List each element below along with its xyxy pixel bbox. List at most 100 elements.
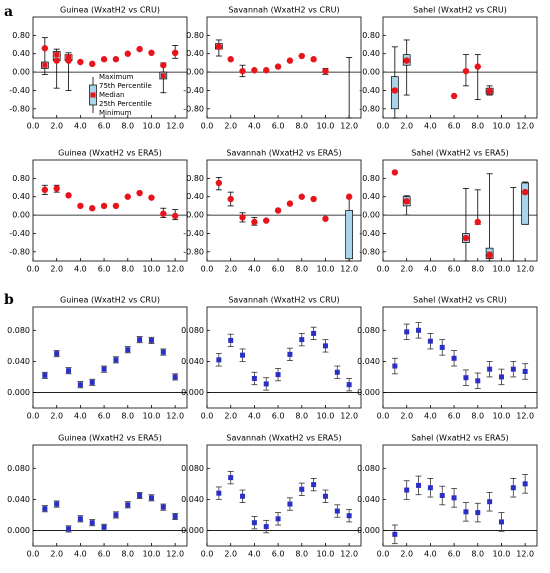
point — [416, 482, 422, 488]
point — [215, 43, 223, 51]
y-tick-label: 0.040 — [7, 495, 30, 504]
point — [100, 56, 108, 63]
point — [228, 337, 234, 343]
y-tick-label: -0.40 — [9, 86, 30, 95]
point — [136, 45, 143, 53]
point — [66, 526, 72, 532]
x-tick-label: 12.0 — [516, 265, 534, 274]
point — [463, 509, 469, 515]
y-tick-label: 0.080 — [7, 326, 30, 335]
y-tick-label: 0.000 — [7, 388, 30, 397]
plot-frame — [206, 306, 362, 409]
x-tick-label: 6.0 — [272, 265, 285, 274]
x-tick-label: 12.0 — [340, 265, 358, 274]
y-tick-label: -0.80 — [183, 104, 204, 113]
x-tick-label: 8.0 — [471, 265, 484, 274]
point — [263, 217, 270, 224]
point — [89, 205, 96, 212]
point — [172, 374, 178, 380]
x-tick-label: 12.0 — [516, 412, 534, 421]
y-tick-label: 0.080 — [357, 326, 380, 335]
point — [275, 372, 281, 378]
x-tick-label: 10.0 — [143, 550, 161, 559]
point — [510, 485, 516, 491]
x-tick-label: 8.0 — [295, 122, 308, 131]
point — [391, 169, 399, 176]
x-tick-label: 6.0 — [272, 122, 285, 131]
point — [54, 351, 60, 357]
point — [299, 486, 305, 492]
point — [89, 379, 95, 385]
point — [298, 193, 305, 200]
plot-frame — [382, 306, 538, 409]
point — [101, 524, 107, 530]
x-tick-label: 4.0 — [424, 122, 437, 131]
legend-label: Median — [99, 91, 124, 99]
point — [299, 337, 305, 343]
x-tick-label: 0.0 — [201, 550, 214, 559]
point — [54, 501, 60, 507]
x-tick-label: 12.0 — [340, 122, 358, 131]
x-tick-label: 12.0 — [516, 122, 534, 131]
point — [240, 352, 246, 358]
x-tick-label: 2.0 — [224, 412, 237, 421]
point — [439, 493, 445, 498]
point — [416, 327, 422, 333]
y-tick-label: 0.00 — [186, 68, 204, 77]
x-tick-label: 2.0 — [50, 122, 63, 131]
point — [65, 192, 72, 199]
x-tick-label: 8.0 — [121, 122, 134, 131]
x-tick-label: 6.0 — [448, 265, 461, 274]
x-tick-label: 4.0 — [424, 265, 437, 274]
x-tick-label: 2.0 — [50, 412, 63, 421]
panel-label: a — [4, 4, 13, 20]
point — [403, 57, 410, 64]
panel-title: Savannah (WxatH2 vs ERA5) — [226, 149, 341, 158]
point — [451, 355, 457, 361]
point — [322, 343, 328, 349]
point — [451, 495, 457, 501]
panel-title: Guinea (WxatH2 vs ERA5) — [58, 149, 162, 158]
x-tick-label: 2.0 — [224, 550, 237, 559]
x-tick-label: 6.0 — [98, 550, 111, 559]
point — [404, 329, 410, 335]
y-tick-label: 0.040 — [181, 357, 204, 366]
x-tick-label: 4.0 — [248, 265, 261, 274]
x-tick-label: 6.0 — [448, 122, 461, 131]
x-tick-label: 0.0 — [377, 412, 390, 421]
panel-title: Sahel (WxatH2 vs CRU) — [413, 296, 507, 305]
x-tick-label: 10.0 — [317, 412, 335, 421]
point — [137, 337, 143, 343]
y-tick-label: 0.040 — [357, 495, 380, 504]
point — [487, 499, 493, 505]
plot-frame — [382, 159, 538, 262]
y-tick-label: 0.080 — [357, 464, 380, 473]
y-tick-label: 0.80 — [186, 174, 204, 183]
x-tick-label: 6.0 — [272, 412, 285, 421]
point — [160, 349, 166, 355]
point — [498, 519, 504, 525]
y-tick-label: 0.000 — [181, 388, 204, 397]
x-tick-label: 0.0 — [27, 122, 40, 131]
x-tick-label: 10.0 — [143, 412, 161, 421]
point — [160, 210, 167, 217]
x-tick-label: 4.0 — [74, 550, 87, 559]
point — [487, 366, 493, 372]
median — [160, 73, 166, 79]
point — [171, 212, 179, 220]
x-tick-label: 4.0 — [248, 412, 261, 421]
x-tick-label: 6.0 — [272, 550, 285, 559]
median — [42, 62, 48, 68]
point — [287, 501, 293, 507]
y-tick-label: 0.40 — [12, 192, 30, 201]
y-tick-label: 0.00 — [12, 211, 30, 220]
point — [310, 195, 317, 203]
point — [391, 87, 399, 94]
x-tick-label: 6.0 — [448, 412, 461, 421]
point — [287, 351, 293, 357]
x-tick-label: 0.0 — [201, 265, 214, 274]
point — [334, 369, 340, 375]
point — [404, 487, 410, 493]
y-tick-label: -0.40 — [359, 86, 380, 95]
plot-frame — [32, 16, 188, 119]
